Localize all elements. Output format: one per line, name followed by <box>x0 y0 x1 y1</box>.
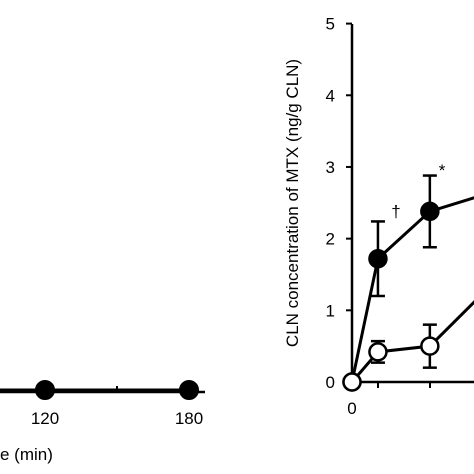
right-y-tick-label: 2 <box>326 230 335 249</box>
open-data-point <box>368 342 388 362</box>
right-significance-marks: †* <box>391 161 445 221</box>
left-chart-panel: 120 180 e (min) <box>0 380 205 464</box>
series-filled-line <box>350 196 474 383</box>
left-x-ticks: 120 180 <box>31 386 203 428</box>
asterisk-significance-mark: * <box>439 161 446 180</box>
left-series-marks <box>0 380 199 400</box>
right-x-ticks: 0 <box>347 382 431 418</box>
open-data-point <box>342 372 362 392</box>
right-series-marks <box>342 174 474 392</box>
filled-data-point <box>420 201 440 222</box>
left-x-axis-label-fragment: e (min) <box>0 445 53 464</box>
left-x-tick-label: 180 <box>175 409 203 428</box>
right-y-ticks: 0 1 2 3 4 5 <box>326 15 352 392</box>
right-y-axis-label: CLN concentration of MTX (ng/g CLN) <box>283 59 302 347</box>
right-y-tick-label: 0 <box>326 373 335 392</box>
filled-data-point <box>368 248 388 269</box>
series-open-line <box>350 300 474 383</box>
dagger-significance-mark: † <box>391 202 400 221</box>
right-y-tick-label: 4 <box>326 86 335 105</box>
right-y-tick-label: 3 <box>326 158 335 177</box>
right-y-tick-label: 5 <box>326 15 335 34</box>
left-x-tick-label: 120 <box>31 409 59 428</box>
right-y-tick-label: 1 <box>326 301 335 320</box>
right-x-tick-label: 0 <box>347 399 356 418</box>
open-data-point <box>420 336 440 356</box>
